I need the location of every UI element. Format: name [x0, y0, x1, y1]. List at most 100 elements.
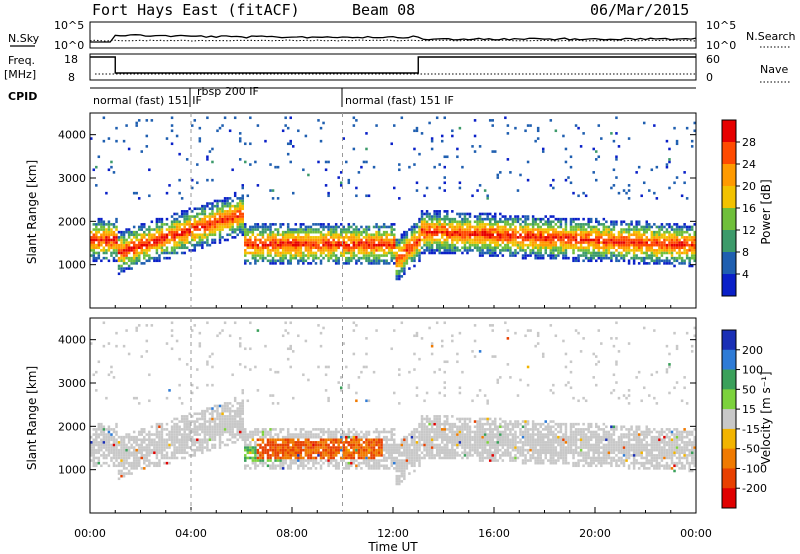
velocity-cell — [196, 441, 199, 444]
power-cell — [413, 246, 416, 250]
power-cell — [405, 249, 409, 252]
power-cell — [92, 228, 96, 231]
power-cell — [312, 251, 315, 255]
velocity-cell — [140, 441, 143, 444]
power-cell — [398, 256, 401, 260]
power-cell — [572, 230, 575, 234]
power-cell — [471, 241, 474, 244]
power-cell — [244, 228, 247, 231]
velocity-cell — [360, 438, 363, 442]
power-cell — [173, 249, 176, 252]
power-cell — [597, 220, 601, 224]
power-cell — [213, 228, 217, 231]
velocity-cell — [352, 448, 356, 452]
velocity-cell — [150, 451, 154, 455]
power-cell — [595, 246, 598, 250]
power-cell — [670, 236, 674, 239]
power-cell — [393, 233, 396, 237]
velocity-cell — [178, 433, 181, 436]
power-cell — [466, 251, 469, 255]
velocity-cell — [337, 441, 340, 444]
power-cell — [137, 225, 141, 229]
velocity-cell — [355, 438, 358, 442]
power-cell — [302, 238, 305, 242]
power-cell — [635, 236, 638, 239]
velocity-cell — [163, 456, 166, 460]
power-cell — [365, 256, 368, 260]
power-cell — [610, 186, 613, 190]
velocity-cell — [327, 454, 330, 457]
power-cell — [504, 246, 507, 250]
power-cell — [453, 251, 457, 255]
power-cell — [266, 238, 270, 242]
power-cell — [132, 191, 136, 195]
velocity-cell — [256, 389, 260, 392]
velocity-cell — [122, 441, 126, 444]
power-cell — [602, 230, 606, 234]
power-cell — [140, 228, 143, 231]
power-cell — [213, 217, 217, 221]
power-cell — [463, 220, 467, 224]
power-cell — [521, 220, 525, 224]
power-cell — [264, 241, 267, 244]
velocity-cell — [286, 451, 290, 455]
velocity-cell — [279, 464, 282, 468]
power-cell — [196, 241, 199, 244]
power-cell — [605, 246, 608, 250]
velocity-cell — [307, 456, 310, 460]
velocity-cell — [289, 448, 292, 452]
power-cell — [322, 251, 325, 255]
velocity-cell — [319, 428, 323, 431]
power-cell — [567, 233, 570, 237]
power-cell — [605, 249, 608, 252]
velocity-cell — [261, 433, 265, 436]
velocity-cell — [279, 430, 282, 434]
power-cell — [393, 254, 396, 257]
power-cell — [168, 241, 171, 244]
power-cell — [648, 223, 651, 226]
power-cell — [327, 238, 330, 242]
power-cell — [183, 223, 186, 226]
power-cell — [491, 225, 494, 229]
power-cell — [496, 246, 500, 250]
power-cell — [622, 241, 626, 244]
power-cell — [286, 230, 290, 234]
power-cell — [276, 251, 280, 255]
power-cell — [319, 246, 323, 250]
power-cell — [347, 181, 351, 185]
velocity-cell — [193, 448, 197, 452]
velocity-cell — [238, 407, 242, 410]
power-cell — [602, 225, 606, 229]
power-cell — [92, 259, 96, 263]
power-cell — [645, 228, 648, 231]
power-cell — [127, 230, 131, 234]
power-cell — [483, 251, 487, 255]
velocity-cell — [297, 443, 300, 447]
power-cell — [615, 259, 618, 263]
velocity-cell — [367, 441, 371, 444]
power-cell — [539, 217, 542, 221]
power-cell — [516, 220, 520, 224]
power-cell — [673, 256, 676, 260]
power-cell — [266, 249, 270, 252]
power-cell — [582, 230, 585, 234]
velocity-cell — [302, 464, 305, 468]
power-cell — [148, 246, 151, 250]
power-cell — [395, 262, 399, 265]
power-cell — [665, 163, 669, 166]
power-cell — [279, 238, 282, 242]
power-cell — [115, 259, 118, 263]
power-cell — [428, 238, 431, 242]
power-cell — [183, 217, 186, 221]
colorbar-swatch — [722, 252, 736, 275]
power-cell — [228, 197, 232, 200]
velocity-cell — [185, 435, 189, 439]
power-cell — [380, 236, 383, 239]
power-cell — [675, 225, 679, 229]
power-cell — [610, 238, 613, 242]
power-cell — [339, 223, 343, 226]
power-cell — [468, 225, 472, 229]
power-cell — [547, 238, 550, 242]
power-cell — [552, 241, 555, 244]
velocity-cell — [143, 438, 146, 442]
